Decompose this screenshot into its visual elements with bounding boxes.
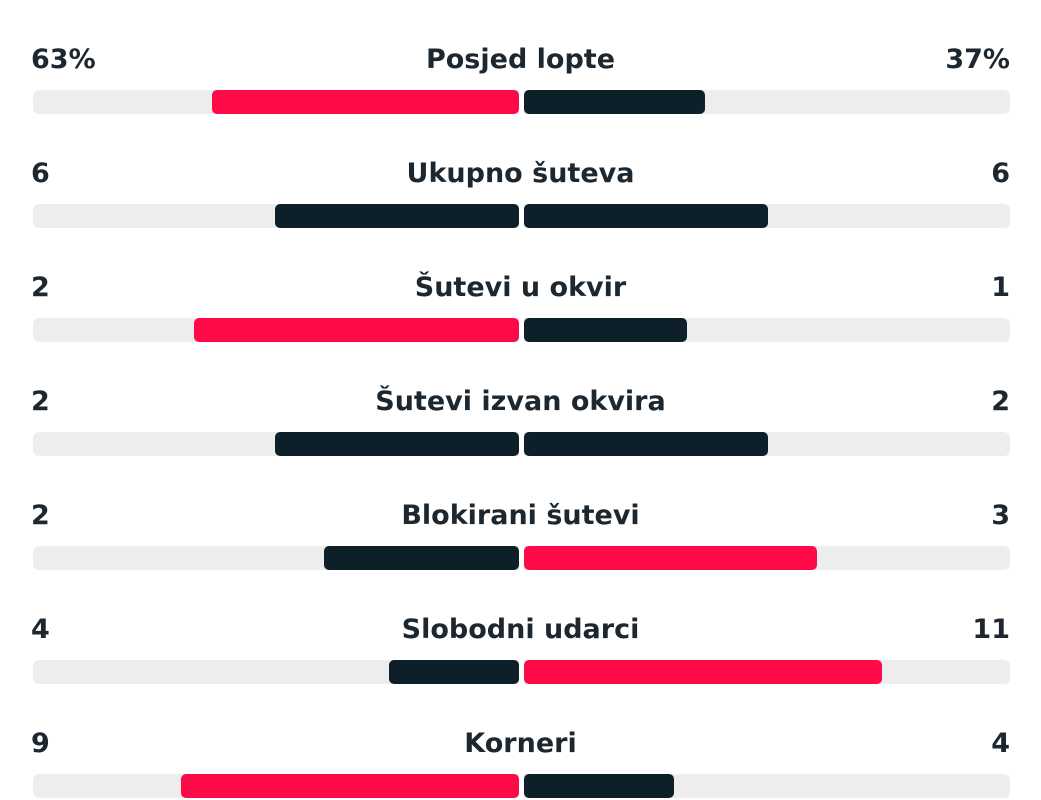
- home-bar: [324, 546, 519, 570]
- home-bar: [194, 318, 519, 342]
- away-value: 37%: [945, 44, 1010, 75]
- home-value: 4: [31, 614, 50, 645]
- stat-label: Ukupno šuteva: [406, 158, 635, 189]
- home-bar: [275, 204, 519, 228]
- center-divider: [519, 774, 524, 798]
- stat-row-free-kicks: 4 Slobodni udarci 11: [0, 588, 1041, 688]
- center-divider: [519, 318, 524, 342]
- away-value: 11: [972, 614, 1010, 645]
- center-divider: [519, 90, 524, 114]
- home-bar: [181, 774, 519, 798]
- stat-row-shots-on-target: 2 Šutevi u okvir 1: [0, 246, 1041, 346]
- away-bar: [524, 90, 705, 114]
- stat-row-total-shots: 6 Ukupno šuteva 6: [0, 132, 1041, 232]
- stat-label: Slobodni udarci: [401, 614, 640, 645]
- stat-row-blocked-shots: 2 Blokirani šutevi 3: [0, 474, 1041, 574]
- away-bar: [524, 546, 817, 570]
- stat-row-shots-off-target: 2 Šutevi izvan okvira 2: [0, 360, 1041, 460]
- stat-row-ball-possession: 63% Posjed lopte 37%: [0, 18, 1041, 118]
- center-divider: [519, 432, 524, 456]
- stat-row-corners: 9 Korneri 4: [0, 702, 1041, 800]
- away-bar: [524, 204, 768, 228]
- away-bar: [524, 774, 674, 798]
- away-value: 4: [991, 728, 1010, 759]
- stat-label: Šutevi izvan okvira: [375, 386, 666, 417]
- home-bar: [389, 660, 519, 684]
- away-bar: [524, 660, 882, 684]
- stat-label: Korneri: [464, 728, 577, 759]
- home-value: 2: [31, 500, 50, 531]
- away-value: 2: [991, 386, 1010, 417]
- home-value: 63%: [31, 44, 96, 75]
- stat-label: Posjed lopte: [425, 44, 616, 75]
- home-bar: [212, 90, 519, 114]
- stat-label: Blokirani šutevi: [401, 500, 640, 531]
- center-divider: [519, 660, 524, 684]
- away-value: 6: [991, 158, 1010, 189]
- home-value: 6: [31, 158, 50, 189]
- away-bar: [524, 432, 768, 456]
- away-value: 1: [991, 272, 1010, 303]
- center-divider: [519, 204, 524, 228]
- center-divider: [519, 546, 524, 570]
- home-value: 2: [31, 386, 50, 417]
- home-value: 9: [31, 728, 50, 759]
- stat-label: Šutevi u okvir: [414, 272, 627, 303]
- away-bar: [524, 318, 687, 342]
- away-value: 3: [991, 500, 1010, 531]
- home-bar: [275, 432, 519, 456]
- home-value: 2: [31, 272, 50, 303]
